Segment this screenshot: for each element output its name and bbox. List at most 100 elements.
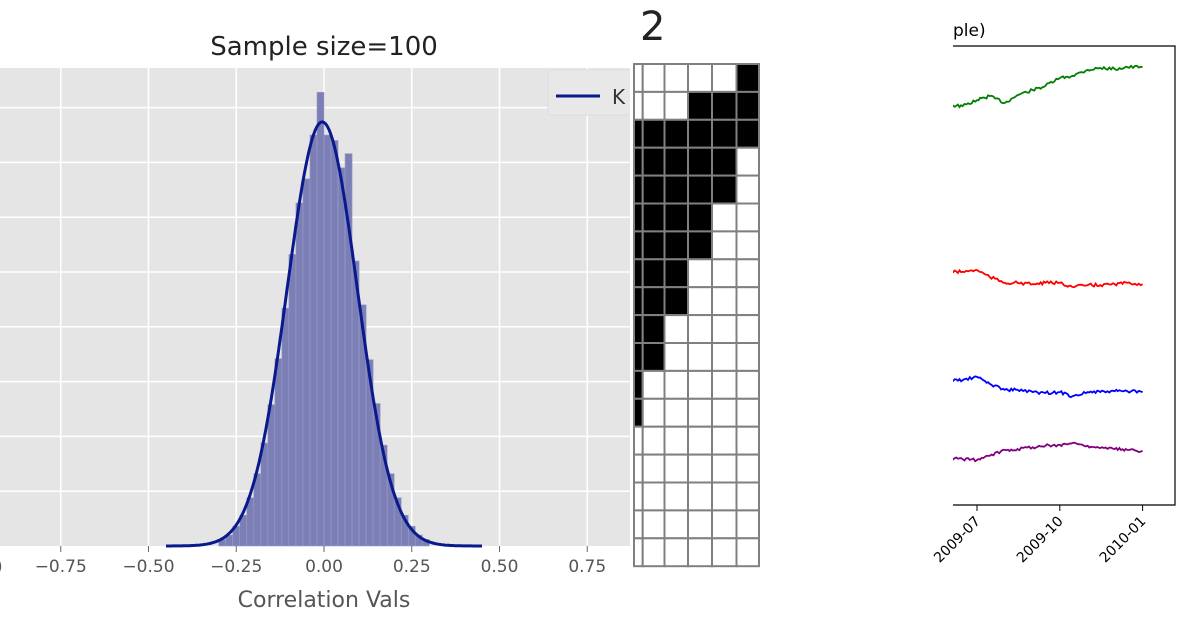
grid-cell xyxy=(687,314,713,345)
histogram-bar xyxy=(295,202,304,547)
grid-cell xyxy=(711,63,738,93)
grid-cell xyxy=(687,63,713,93)
grid-cell xyxy=(641,63,666,93)
grid-cell xyxy=(735,425,760,456)
grid-cell xyxy=(633,397,644,428)
grid-cell xyxy=(735,286,760,317)
digit-title: 2 xyxy=(640,4,665,50)
histogram-bar xyxy=(260,442,269,547)
x-tick-label: −0.50 xyxy=(122,557,174,577)
grid-cell xyxy=(633,118,644,149)
grid-cell xyxy=(735,369,760,400)
digit-grid: 2 xyxy=(633,4,760,568)
grid-cell xyxy=(687,230,713,261)
grid-cell xyxy=(633,314,644,345)
grid-cell xyxy=(735,258,760,289)
timeseries-chart: ple) 2009-07 2009-10 2010-01 xyxy=(931,21,1176,567)
grid-cell xyxy=(735,481,760,512)
grid-cell xyxy=(641,342,666,372)
grid-cell xyxy=(641,118,666,149)
x-axis-label: Correlation Vals xyxy=(238,588,411,613)
x-tick-label: −0.25 xyxy=(210,557,262,577)
grid-cell xyxy=(663,258,689,289)
grid-cell xyxy=(633,286,644,317)
grid-cell xyxy=(633,258,644,289)
grid-cell xyxy=(663,174,689,205)
x-tick-label: −0.75 xyxy=(35,557,87,577)
grid-cell xyxy=(641,146,666,177)
histogram-bar xyxy=(316,91,325,547)
legend: K xyxy=(547,69,639,116)
grid-cell xyxy=(641,286,666,317)
grid-cell xyxy=(633,174,644,205)
grid-cell xyxy=(735,118,760,149)
grid-cell xyxy=(735,202,760,233)
grid-cell xyxy=(663,314,689,345)
grid-cell xyxy=(641,453,666,484)
grid-cell xyxy=(687,537,713,568)
grid-cell xyxy=(711,369,738,400)
histogram-bar xyxy=(274,358,283,547)
grid-cell xyxy=(711,258,738,289)
grid-cell xyxy=(735,537,760,568)
grid-cell xyxy=(711,90,738,121)
grid-cell xyxy=(735,509,760,540)
grid-cell xyxy=(633,369,644,400)
histogram-bar xyxy=(302,178,311,547)
grid-cell xyxy=(633,425,644,456)
histogram-bar xyxy=(337,167,346,547)
grid-cell xyxy=(663,369,689,400)
grid-cell xyxy=(687,481,713,512)
x-tick-label: 2010-01 xyxy=(1097,514,1150,567)
grid-cell xyxy=(687,369,713,400)
series-line xyxy=(953,268,1144,289)
grid-cell xyxy=(687,202,713,233)
legend-label: K xyxy=(612,85,626,109)
grid-cell xyxy=(663,537,689,568)
grid-cell xyxy=(633,63,644,93)
x-tick-label: 2009-10 xyxy=(1014,514,1067,567)
grid-cell xyxy=(711,397,738,428)
x-tick-label: 0.00 xyxy=(305,557,343,577)
grid-cell xyxy=(663,342,689,372)
series-line xyxy=(953,441,1143,463)
grid-cell xyxy=(687,453,713,484)
grid-cell xyxy=(735,146,760,177)
x-tick-label: 0.50 xyxy=(481,557,519,577)
grid-cell xyxy=(663,397,689,428)
grid-cell xyxy=(633,202,644,233)
series-line xyxy=(953,375,1143,399)
grid-cell xyxy=(687,509,713,540)
grid-cell xyxy=(687,425,713,456)
grid-cell xyxy=(711,342,738,372)
grid-cell xyxy=(735,314,760,345)
grid-cell xyxy=(663,230,689,261)
grid-cell xyxy=(633,481,644,512)
grid-cell xyxy=(735,342,760,372)
grid-cell xyxy=(711,202,738,233)
grid-cell xyxy=(641,537,666,568)
grid-cell xyxy=(735,453,760,484)
grid-cell xyxy=(663,509,689,540)
grid-cell xyxy=(641,230,666,261)
grid-cell xyxy=(735,90,760,121)
grid-cell xyxy=(641,314,666,345)
grid-cell xyxy=(735,230,760,261)
kde-line xyxy=(166,120,482,548)
grid-cell xyxy=(711,146,738,177)
grid-cell xyxy=(641,369,666,400)
histogram-chart: −0.75 −0.50 −0.25 0.00 0.25 0.50 0.75) Sample … xyxy=(0,32,639,613)
grid-cell xyxy=(663,146,689,177)
grid-cell xyxy=(687,286,713,317)
grid-cell xyxy=(687,342,713,372)
histogram-bar xyxy=(288,254,297,547)
grid-cell xyxy=(633,342,644,372)
x-tick-label: 0.75 xyxy=(568,557,606,577)
grid-cell xyxy=(711,537,738,568)
grid-cell xyxy=(641,509,666,540)
histogram-bar xyxy=(253,473,262,547)
histogram-bar xyxy=(281,307,290,547)
grid-cell xyxy=(663,286,689,317)
grid-cell xyxy=(633,509,644,540)
